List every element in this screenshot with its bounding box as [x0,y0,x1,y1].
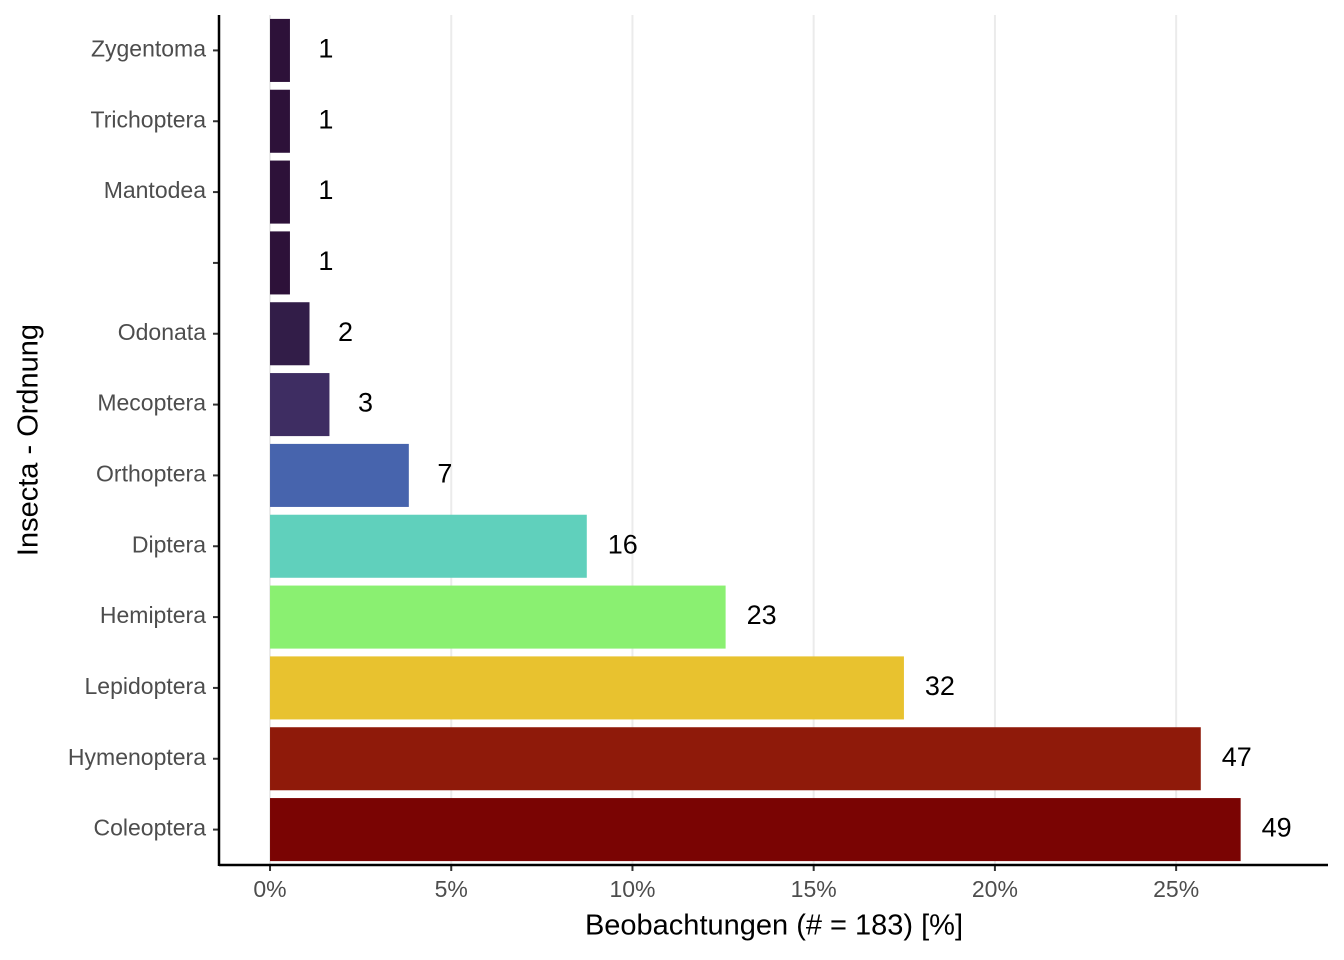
bar [270,798,1241,862]
x-axis-title: Beobachtungen (# = 183) [%] [585,910,963,942]
count-label: 1 [318,34,333,64]
y-tick-label: Lepidoptera [85,673,207,699]
x-tick-label: 0% [253,876,286,902]
y-tick-label: Hymenoptera [68,744,206,770]
y-axis-title: Insecta - Ordnung [13,324,45,556]
x-tick-label: 15% [791,876,837,902]
bar [270,302,310,366]
x-tick-label: 25% [1153,876,1199,902]
y-tick-label: Zygentoma [91,35,206,61]
y-tick-label: Hemiptera [100,602,206,628]
count-label: 7 [437,459,452,489]
count-label: 2 [338,317,353,347]
x-tick-label: 5% [435,876,468,902]
bar [270,18,290,82]
count-label: 3 [358,388,373,418]
count-label: 47 [1222,742,1252,772]
x-tick-label: 20% [972,876,1018,902]
y-tick-label: Coleoptera [93,815,206,841]
bar [270,656,904,720]
bar [270,89,290,153]
count-label: 32 [925,671,955,701]
x-tick-label: 10% [609,876,655,902]
count-label: 1 [318,246,333,276]
bar [270,514,587,578]
y-tick-label: Orthoptera [96,460,206,486]
count-label: 1 [318,104,333,134]
count-label: 23 [747,600,777,630]
bar [270,443,409,507]
bar [270,373,330,437]
count-label: 49 [1262,813,1292,843]
bar [270,231,290,295]
bar [270,727,1201,791]
y-tick-label: Diptera [132,531,206,557]
count-label: 1 [318,175,333,205]
y-tick-label: Odonata [118,319,206,345]
count-label: 16 [608,529,638,559]
y-tick-label: Mecoptera [97,390,206,416]
bar [270,160,290,224]
bar [270,585,726,649]
y-tick-label: Mantodea [104,177,207,203]
y-tick-label: Trichoptera [91,106,207,132]
